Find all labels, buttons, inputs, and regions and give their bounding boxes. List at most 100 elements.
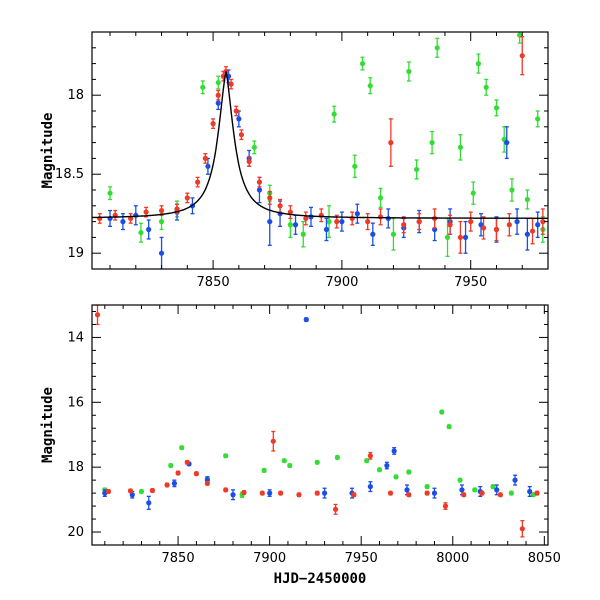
top-red-point [202,155,208,161]
top-green-point [300,231,306,237]
bottom-panel-frame [91,304,549,546]
bottom-x-axis-label: HJD−2450000 [274,571,367,587]
top-red-point [233,108,239,114]
top-y-tick-label: 18.5 [55,167,84,182]
top-green-point [457,144,464,150]
bottom-green-point [261,467,267,474]
top-green-point [215,79,221,86]
bottom-green-point [364,458,370,464]
bottom-blue-point [391,448,397,454]
top-model-curve [92,71,548,219]
bottom-data-marks [94,305,540,538]
bottom-red-point [204,480,210,486]
bottom-blue-point [367,484,373,490]
bottom-red-point [94,312,101,318]
bottom-red-point [497,492,503,498]
top-x-tick-label: 7950 [454,275,487,290]
bottom-red-point [175,470,181,476]
top-green-point [509,187,515,193]
top-green-point [367,83,373,89]
bottom-x-tick-label: 7900 [253,551,286,566]
bottom-y-tick-label: 16 [67,395,84,410]
top-x-tick-label: 7900 [325,275,358,290]
top-red-point [256,179,263,185]
top-red-point [401,222,407,228]
bottom-green-point [179,445,185,451]
bottom-y-axis-label: Magnitude [40,387,56,463]
top-red-point [365,219,371,225]
top-x-tick-label: 7850 [197,275,230,290]
top-ticks: 7850 7900 7950 18 18.5 19 [55,31,549,290]
top-green-point [359,61,366,67]
top-blue-point [256,187,263,193]
top-green-point [483,84,489,90]
top-blue-point [524,231,530,237]
top-y-axis-label: Magnitude [40,113,56,189]
top-green-point [200,84,206,90]
top-red-point [447,222,453,228]
top-blue-point [308,214,314,220]
bottom-green-point [334,454,340,461]
top-blue-point [339,219,345,225]
bottom-red-point [314,490,320,496]
bottom-blue-point [321,490,328,496]
top-y-tick-label: 19 [67,246,84,261]
bottom-red-point [270,438,276,444]
bottom-green-point [314,459,320,465]
top-green-point [470,190,476,196]
top-red-point [228,81,234,87]
top-blue-point [323,226,330,233]
top-blue-point [120,219,126,225]
bottom-green-point [376,467,383,473]
top-red-point [303,215,309,222]
bottom-x-tick-label: 8050 [528,551,561,566]
bottom-red-point [259,490,265,496]
top-red-point [416,219,422,225]
bottom-red-point [164,482,170,488]
top-red-point [195,179,201,185]
bottom-red-point [479,490,485,496]
bottom-green-point [424,484,430,490]
bottom-blue-point [230,492,236,498]
top-red-point [493,226,500,233]
bottom-green-point [446,424,452,430]
top-red-point [158,207,165,214]
top-red-point [210,121,216,127]
bottom-green-point [439,409,445,415]
top-red-point [238,132,245,138]
bottom-blue-point [267,490,273,496]
top-blue-point [158,250,165,256]
bottom-green-point [168,462,174,469]
top-green-point [251,144,257,150]
bottom-y-tick-label: 20 [67,525,84,540]
top-red-point [457,234,464,240]
top-blue-point [462,234,469,240]
top-blue-point [354,211,360,217]
bottom-green-point [393,474,399,480]
top-red-point [377,214,384,220]
top-red-point [388,140,394,146]
bottom-red-point [461,492,467,498]
bottom-x-tick-label: 7850 [162,551,195,566]
top-blue-point [267,219,273,225]
top-green-point [158,219,165,225]
bottom-green-point [223,453,229,459]
top-data-marks [97,32,546,269]
bottom-blue-point [494,487,500,493]
bottom-red-point [193,471,199,477]
bottom-red-point [351,492,357,498]
top-red-point [277,203,283,209]
top-blue-point [535,222,541,228]
top-blue-point [215,100,221,106]
bottom-red-point [241,489,247,496]
top-green-point [331,111,337,117]
bottom-red-point [278,490,284,496]
bottom-green-point [472,487,478,493]
bottom-x-tick-label: 7950 [345,551,378,566]
top-panel-frame [91,31,549,270]
top-red-point [334,219,340,225]
bottom-blue-point [384,462,390,469]
bottom-red-point [149,487,156,494]
bottom-red-point [223,487,229,493]
bottom-green-point [508,490,514,496]
